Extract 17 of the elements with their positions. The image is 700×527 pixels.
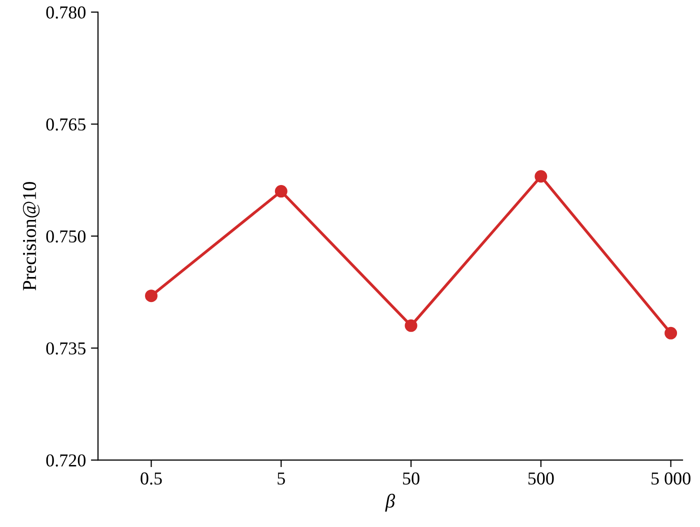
- y-tick-label: 0.765: [46, 118, 86, 131]
- y-tick-label: 0.750: [46, 230, 86, 243]
- point: [404, 319, 418, 332]
- point: [145, 290, 158, 302]
- y-tick-label: 0.735: [46, 342, 86, 355]
- x-tick-label: 5: [278, 472, 285, 485]
- y-tick-label: 0.780: [46, 6, 86, 19]
- point: [274, 185, 288, 198]
- x-tick-label: 0.5: [140, 472, 162, 485]
- y-tick-label: 0.720: [46, 454, 86, 467]
- x-tick-label: 500: [528, 472, 554, 485]
- y-axis-title: Precision@10: [22, 182, 40, 290]
- point: [664, 326, 678, 340]
- x-tick-label: 5 000: [652, 472, 690, 485]
- point: [534, 170, 548, 183]
- x-tick-label: 50: [403, 472, 420, 485]
- x-axis-title: β: [385, 494, 396, 512]
